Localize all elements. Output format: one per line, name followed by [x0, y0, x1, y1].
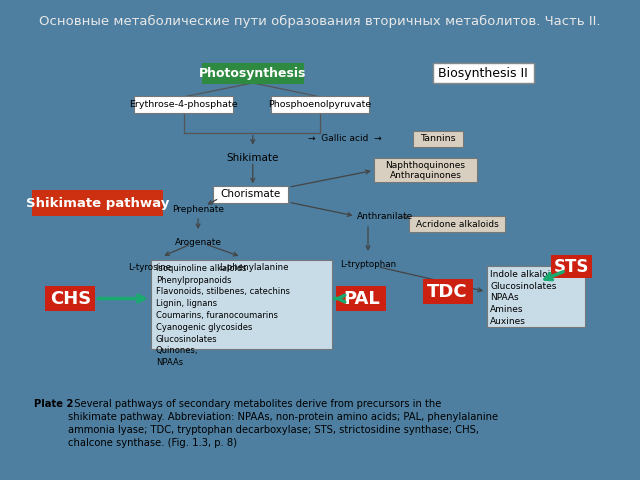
Text: Acridone alkaloids: Acridone alkaloids [416, 219, 499, 228]
FancyBboxPatch shape [45, 286, 95, 312]
Text: Chorismate: Chorismate [221, 189, 281, 199]
Text: Arogenate: Arogenate [175, 238, 221, 247]
Text: Prephenate: Prephenate [172, 204, 224, 214]
FancyBboxPatch shape [410, 216, 506, 232]
Text: Основные метаболические пути образования вторичных метаболитов. Часть II.: Основные метаболические пути образования… [39, 15, 601, 28]
FancyBboxPatch shape [413, 131, 463, 146]
FancyBboxPatch shape [271, 96, 369, 113]
FancyBboxPatch shape [433, 63, 534, 83]
Text: Biosynthesis II: Biosynthesis II [438, 67, 528, 80]
Text: TDC: TDC [428, 283, 468, 300]
FancyBboxPatch shape [32, 190, 163, 216]
FancyBboxPatch shape [214, 186, 289, 203]
Text: →  Gallic acid  →: → Gallic acid → [308, 134, 382, 143]
Text: Shikimate pathway: Shikimate pathway [26, 197, 169, 210]
Text: Anthranilate: Anthranilate [356, 212, 413, 221]
FancyBboxPatch shape [337, 286, 387, 312]
Text: Indole alkaloids
Glucosinolates
NPAAs
Amines
Auxines: Indole alkaloids Glucosinolates NPAAs Am… [490, 270, 561, 326]
FancyBboxPatch shape [374, 158, 477, 182]
FancyBboxPatch shape [423, 279, 473, 304]
Text: Erythrose-4-phosphate: Erythrose-4-phosphate [129, 100, 238, 109]
FancyBboxPatch shape [151, 260, 332, 349]
Text: Shikimate: Shikimate [227, 154, 279, 164]
Text: Isoquinoline alkaloids
Phenylpropanoids
Flavonoids, stilbenes, catechins
Lignin,: Isoquinoline alkaloids Phenylpropanoids … [156, 264, 290, 367]
Text: CHS: CHS [50, 289, 91, 308]
Text: Several pathways of secondary metabolites derive from precursors in the
shikimat: Several pathways of secondary metabolite… [68, 399, 499, 448]
Text: Plate 2: Plate 2 [34, 399, 74, 409]
Text: L-tyrosine: L-tyrosine [129, 263, 172, 272]
Text: L-phenylalanine: L-phenylalanine [219, 263, 289, 272]
Text: Naphthoquinones
Anthraquinones: Naphthoquinones Anthraquinones [386, 161, 466, 180]
Text: Tannins: Tannins [420, 134, 456, 143]
FancyBboxPatch shape [552, 255, 592, 278]
Text: PAL: PAL [343, 289, 380, 308]
FancyBboxPatch shape [486, 266, 586, 327]
Text: Phosphoenolpyruvate: Phosphoenolpyruvate [268, 100, 372, 109]
FancyBboxPatch shape [134, 96, 233, 113]
Text: Photosynthesis: Photosynthesis [199, 67, 307, 80]
Text: STS: STS [554, 258, 589, 276]
FancyBboxPatch shape [202, 63, 303, 83]
Text: L-tryptophan: L-tryptophan [340, 260, 396, 269]
